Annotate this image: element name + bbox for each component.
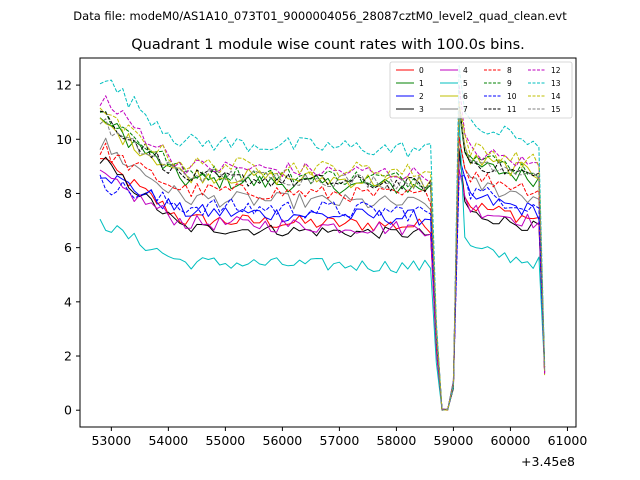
y-tick-label: 4 (64, 294, 72, 309)
x-tick-label: 56000 (263, 433, 303, 448)
x-tick-label: 53000 (91, 433, 131, 448)
series-line-14 (99, 101, 546, 411)
legend-label-14: 14 (551, 92, 561, 101)
y-tick-label: 10 (56, 132, 72, 147)
axes-frame (79, 57, 577, 428)
chart-title: Quadrant 1 module wise count rates with … (131, 37, 525, 53)
legend-label-12: 12 (551, 66, 561, 75)
legend-label-0: 0 (419, 66, 424, 75)
y-tick-label: 12 (56, 78, 72, 93)
x-axis-offset-label: +3.45e8 (521, 454, 575, 469)
series-line-5 (99, 117, 546, 411)
y-tick-label: 6 (64, 240, 72, 255)
legend-label-3: 3 (419, 105, 424, 114)
x-tick-label: 58000 (377, 433, 417, 448)
legend-label-5: 5 (463, 79, 468, 88)
series-line-13 (99, 65, 546, 411)
x-tick-label: 59000 (434, 433, 474, 448)
series-line-6 (99, 105, 546, 411)
legend-label-4: 4 (463, 66, 468, 75)
series-line-15 (99, 110, 546, 411)
y-tick-label: 0 (64, 403, 72, 418)
legend-label-6: 6 (463, 92, 468, 101)
legend-label-9: 9 (507, 79, 512, 88)
x-tick-label: 55000 (205, 433, 245, 448)
y-tick-label: 8 (64, 186, 72, 201)
x-tick-label: 54000 (148, 433, 188, 448)
x-tick-label: 61000 (548, 433, 588, 448)
figure-suptitle: Data file: modeM0/AS1A10_073T01_90000040… (73, 9, 567, 23)
legend-label-7: 7 (463, 105, 468, 114)
series-line-7 (99, 136, 546, 411)
legend-label-8: 8 (507, 66, 512, 75)
x-tick-label: 57000 (320, 433, 360, 448)
legend-label-10: 10 (507, 92, 517, 101)
y-tick-label: 2 (64, 349, 72, 364)
series-line-2 (99, 156, 546, 411)
legend-label-15: 15 (551, 105, 561, 114)
series-line-12 (99, 84, 546, 411)
legend-label-11: 11 (507, 105, 517, 114)
legend-label-1: 1 (419, 79, 424, 88)
plot-area: 53000 54000 55000 56000 57000 58000 59000 60000… (56, 57, 588, 448)
legend-frame (389, 61, 573, 119)
series-line-10 (99, 174, 546, 411)
x-tick-label: 60000 (491, 433, 531, 448)
series-line-8 (99, 136, 546, 411)
legend-label-13: 13 (551, 79, 561, 88)
series-group (99, 65, 546, 411)
legend-label-2: 2 (419, 92, 424, 101)
series-line-4 (99, 168, 546, 410)
